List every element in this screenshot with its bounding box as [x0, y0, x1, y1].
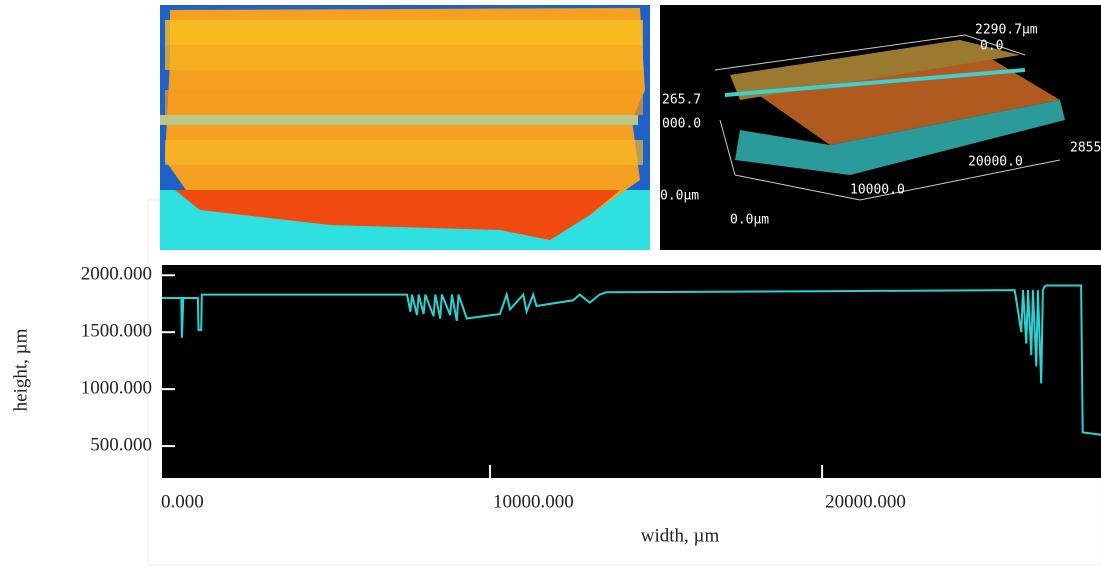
profile-line [162, 284, 1101, 436]
x-tick-label: 10000.000 [493, 491, 574, 512]
3d-label: 10000.0 [850, 183, 905, 198]
y-tick-label: 500.000 [90, 434, 152, 455]
height-map [160, 5, 650, 250]
y-tick-label: 1500.000 [81, 321, 152, 342]
3d-label: 265.7 [662, 93, 701, 108]
y-tick-label: 1000.000 [81, 378, 152, 399]
x-axis-label: width, µm [641, 525, 720, 546]
plot-area [162, 265, 1101, 478]
3d-label: 28555 [1070, 141, 1101, 156]
3d-label: 0.0 [980, 39, 1003, 54]
y-tick-label: 2000.000 [81, 264, 152, 285]
3d-label: 0.0µm [730, 213, 769, 228]
3d-label: 0.0µm [660, 189, 699, 204]
3d-label: 000.0 [662, 117, 701, 132]
y-axis-label: height, µm [10, 328, 31, 411]
3d-view [660, 5, 1101, 250]
3d-label: 2290.7µm [975, 23, 1038, 38]
3d-label: 20000.0 [968, 155, 1023, 170]
x-tick-label: 0.000 [161, 491, 204, 512]
x-tick-label: 20000.000 [825, 491, 906, 512]
